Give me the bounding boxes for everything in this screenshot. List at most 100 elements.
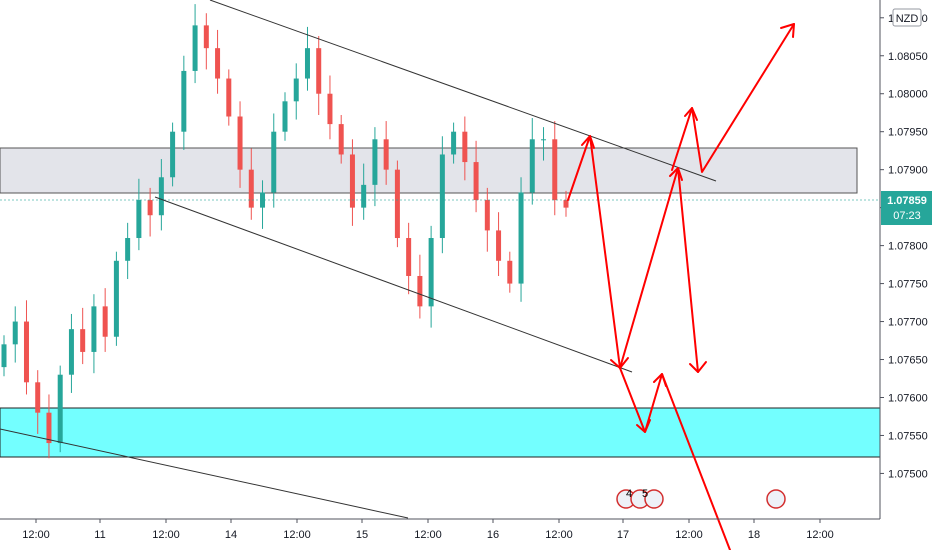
candle-body[interactable] [248,169,254,208]
current-price-label-box [881,191,932,225]
candle-body[interactable] [406,238,412,276]
price-axis-background [880,0,932,550]
candle-body[interactable] [136,200,142,239]
projection-arrowhead-1 [581,135,595,149]
candle-body[interactable] [181,70,187,132]
time-tick-label: 15 [356,529,368,541]
candle-body[interactable] [203,25,209,49]
countdown-label: 07:23 [893,210,921,222]
resistance-zone[interactable] [0,147,858,194]
time-tick-label: 12:00 [414,529,442,541]
time-tick-label: 12:00 [22,529,50,541]
price-tick-label: 1.08050 [888,51,928,63]
candle-body[interactable] [496,230,502,261]
projection-arrowhead-3 [636,419,651,433]
time-tick-label: 12:00 [283,529,311,541]
candle-body[interactable] [327,93,333,125]
candle-body[interactable] [383,139,389,170]
time-tick-label: 14 [225,529,237,541]
projection-arrowhead-7 [684,107,698,121]
time-tick-label: 12:00 [806,529,834,541]
time-tick-label: 12:00 [152,529,180,541]
projection-arrowhead-8 [780,23,795,38]
candle-body[interactable] [1,344,7,368]
price-tick-label: 1.07700 [888,317,928,329]
candle-body[interactable] [147,200,153,216]
price-tick-label: 1.07650 [888,355,928,367]
candle-body[interactable] [552,139,558,201]
projection-arrows[interactable] [567,23,795,551]
price-tick-label: 1.07550 [888,430,928,442]
candle-body[interactable] [541,139,547,141]
candle-body[interactable] [68,329,74,375]
candle-body[interactable] [529,139,535,193]
time-tick-label: 16 [487,529,499,541]
candle-body[interactable] [372,139,378,185]
candle-body[interactable] [462,131,468,163]
projection-path-alt [619,167,699,373]
candle-body[interactable] [282,101,288,132]
time-tick-label: 11 [94,529,105,541]
candle-body[interactable] [91,306,97,352]
candle-body[interactable] [226,78,232,117]
candle-body[interactable] [338,124,344,155]
candle-body[interactable] [439,154,445,239]
support-zone[interactable] [0,407,881,458]
candles-group [1,4,569,459]
candle-body[interactable] [293,78,299,102]
price-tick-label: 1.07800 [888,241,928,253]
price-tick-label: 1.07600 [888,392,928,404]
candle-body[interactable] [484,200,490,231]
candle-body[interactable] [428,238,434,307]
candle-body[interactable] [473,162,479,201]
candle-body[interactable] [260,192,266,208]
projection-arrowhead-4 [653,373,667,387]
candle-body[interactable] [563,200,569,208]
candle-body[interactable] [215,48,221,79]
candle-body[interactable] [46,412,52,444]
price-tick-label: 1.07950 [888,127,928,139]
channel-lower-line[interactable] [154,196,633,373]
candle-body[interactable] [23,321,29,383]
candle-body[interactable] [158,177,164,216]
candle-body[interactable] [57,374,63,444]
trendline-bottom[interactable] [0,428,409,519]
candle-body[interactable] [170,131,176,178]
event-markers[interactable]: 4 5 [616,488,786,509]
candle-body[interactable] [102,306,108,337]
candle-body[interactable] [361,184,367,208]
channel-upper-line[interactable] [209,0,717,182]
candle-body[interactable] [80,329,86,352]
candle-body[interactable] [192,25,198,71]
candle-body[interactable] [125,238,131,261]
candle-body[interactable] [518,192,524,284]
time-tick-label: 12:00 [545,529,573,541]
price-tick-label: 1.07500 [888,468,928,480]
event-marker-4 [766,489,786,509]
price-tick-label: 1.08000 [888,89,928,101]
event-count-1: 4 [626,488,632,500]
candle-body[interactable] [316,48,322,94]
candle-body[interactable] [304,48,310,79]
projection-path-up [671,23,795,173]
time-tick-label: 18 [748,529,760,541]
candle-body[interactable] [271,131,277,193]
current-price-label: 1.07859 [887,195,927,207]
candle-body[interactable] [237,116,243,170]
projection-path-main [567,135,731,551]
candle-body[interactable] [451,131,457,155]
candle-body[interactable] [35,382,41,413]
candle-body[interactable] [12,321,18,345]
projection-arrowhead-6 [689,361,707,373]
candle-body[interactable] [113,260,119,337]
candle-body[interactable] [507,260,513,284]
event-count-2: 5 [642,488,648,500]
candle-body[interactable] [417,275,423,307]
candle-body[interactable] [349,154,355,208]
projection-arrowhead-5 [669,167,683,181]
candle-body[interactable] [394,169,400,239]
symbol-badge-box [892,8,922,27]
time-axis[interactable]: 12:00 11 12:00 14 12:00 15 12:00 16 12:00 17 12:00… [22,519,834,541]
